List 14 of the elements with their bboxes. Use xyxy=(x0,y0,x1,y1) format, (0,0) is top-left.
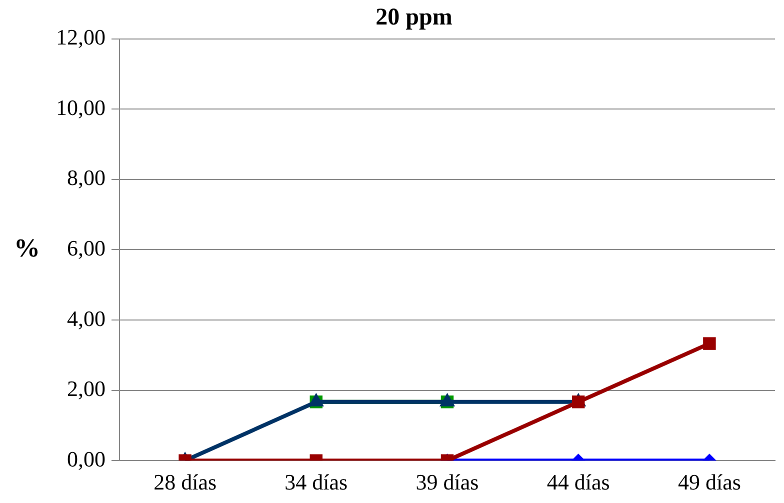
y-tick-label: 0,00 xyxy=(67,446,106,472)
y-tick-label: 8,00 xyxy=(67,165,106,190)
chart-title: 20 ppm xyxy=(376,4,452,31)
y-tick-label: 4,00 xyxy=(67,306,106,331)
x-tick-label: 34 días xyxy=(284,470,348,495)
x-tick-label: 49 días xyxy=(678,470,741,495)
x-tick-label: 44 días xyxy=(546,470,610,495)
y-tick-label: 10,00 xyxy=(56,94,106,120)
x-tick-label: 39 días xyxy=(416,470,479,495)
y-axis-title: % xyxy=(14,233,40,262)
y-tick-label: 2,00 xyxy=(67,376,106,402)
x-tick-label: 28 días xyxy=(154,470,217,495)
y-tick-label: 6,00 xyxy=(67,235,106,260)
y-tick-label: 12,00 xyxy=(56,24,106,50)
